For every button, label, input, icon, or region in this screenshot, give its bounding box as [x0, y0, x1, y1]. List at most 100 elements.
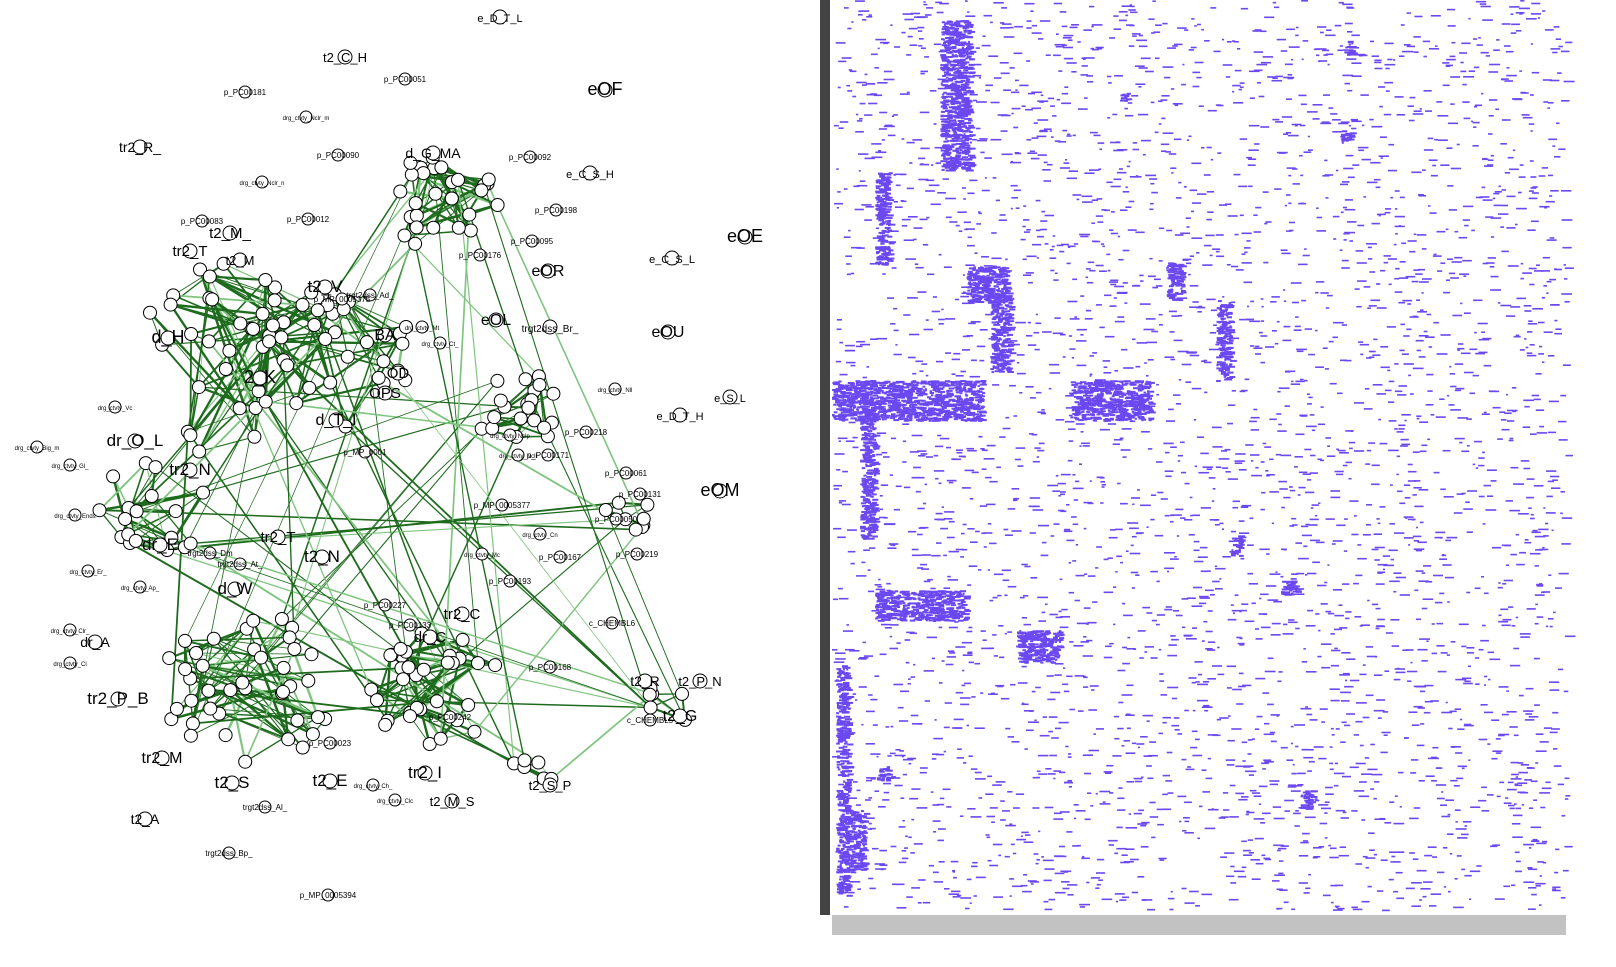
- heatmap-cell: [1243, 854, 1252, 856]
- heatmap-cell: [1260, 509, 1265, 511]
- heatmap-cell: [1064, 531, 1073, 533]
- heatmap-cell: [1414, 506, 1423, 508]
- heatmap-cell: [1076, 810, 1086, 812]
- heatmap-cell: [1325, 368, 1329, 370]
- heatmap-cell: [876, 338, 887, 340]
- heatmap-cell: [907, 188, 914, 190]
- heatmap-cell: [1299, 855, 1308, 857]
- heatmap-cell: [1538, 322, 1545, 324]
- heatmap-cell: [1449, 209, 1457, 211]
- heatmap-cell: [1104, 771, 1113, 773]
- heatmap-cell: [1077, 329, 1087, 331]
- heatmap-cell: [1271, 714, 1280, 716]
- heatmap-cell: [864, 655, 873, 657]
- heatmap-cell: [1130, 176, 1139, 178]
- heatmap-cell: [1252, 603, 1256, 605]
- node-label-small: drg_ctvty_Cn: [522, 533, 557, 539]
- heatmap-cell: [1007, 791, 1012, 793]
- heatmap-cell: [1535, 373, 1541, 375]
- heatmap-cell: [1139, 657, 1144, 659]
- network-node: [203, 270, 216, 283]
- heatmap-cell: [1219, 817, 1226, 819]
- heatmap-cell: [868, 797, 872, 799]
- network-node: [179, 663, 192, 676]
- heatmap-cell: [987, 816, 996, 818]
- network-node: [394, 185, 407, 198]
- heatmap-cell: [946, 447, 951, 449]
- heatmap-cell: [1055, 273, 1058, 275]
- heatmap-cell: [1148, 359, 1154, 361]
- heatmap-cell: [1089, 6, 1094, 8]
- heatmap-cell: [1274, 7, 1279, 9]
- heatmap-cell: [1411, 662, 1413, 664]
- heatmap-cell: [1213, 446, 1223, 448]
- heatmap-cell: [1348, 177, 1355, 179]
- heatmap-cell: [1015, 459, 1021, 461]
- heatmap-cell: [1519, 8, 1530, 10]
- heatmap-cell: [976, 877, 986, 879]
- heatmap-cell: [1235, 766, 1244, 768]
- heatmap-cell: [1295, 316, 1299, 318]
- heatmap-cell: [979, 138, 987, 140]
- heatmap-cell: [1184, 519, 1192, 521]
- heatmap-cell: [1396, 474, 1399, 476]
- heatmap-cell: [1393, 823, 1404, 825]
- heatmap-cell: [1010, 67, 1015, 69]
- heatmap-cell: [1464, 875, 1471, 877]
- heatmap-cell: [1180, 442, 1185, 444]
- heatmap-cell: [1544, 331, 1553, 333]
- heatmap-cell: [1404, 363, 1414, 365]
- heatmap-cell: [1114, 738, 1119, 740]
- heatmap-cell: [1024, 748, 1028, 750]
- heatmap-cell: [1182, 759, 1187, 761]
- heatmap-cell: [1351, 35, 1360, 37]
- heatmap-cell: [1459, 52, 1467, 54]
- heatmap-cell: [896, 185, 901, 187]
- heatmap-cell: [1426, 775, 1435, 777]
- heatmap-cell: [1264, 446, 1271, 448]
- heatmap-cell: [971, 816, 982, 818]
- heatmap-cell: [1060, 11, 1067, 13]
- heatmap-cell: [1114, 75, 1123, 77]
- heatmap-cell: [1009, 878, 1014, 880]
- network-node: [494, 394, 507, 407]
- heatmap-cell: [1303, 255, 1310, 257]
- heatmap-cell: [859, 118, 863, 120]
- heatmap-cell: [1030, 532, 1036, 534]
- heatmap-cell: [1539, 549, 1548, 551]
- heatmap-cell: [921, 71, 929, 73]
- heatmap-cell: [1504, 580, 1513, 582]
- heatmap-cell: [1284, 810, 1290, 812]
- heatmap-cell: [1118, 702, 1123, 704]
- heatmap-cell: [1384, 734, 1388, 736]
- heatmap-cell: [1104, 366, 1108, 368]
- heatmap-cell: [1399, 225, 1401, 227]
- heatmap-cell: [1407, 680, 1411, 682]
- heatmap-cell: [1019, 392, 1022, 394]
- heatmap-cell: [1263, 759, 1271, 761]
- heatmap-cell: [1447, 395, 1449, 397]
- heatmap-cell: [1389, 581, 1400, 583]
- network-node: [532, 756, 545, 769]
- heatmap-cell: [1264, 17, 1274, 19]
- heatmap-cell: [895, 344, 897, 346]
- heatmap-cell: [901, 200, 904, 202]
- heatmap-cell: [1305, 328, 1312, 330]
- heatmap-cell: [1459, 273, 1469, 275]
- heatmap-cell: [1138, 747, 1140, 749]
- heatmap-cell: [1433, 575, 1443, 577]
- heatmap-cell: [1195, 466, 1197, 468]
- heatmap-cell: [1115, 321, 1125, 323]
- heatmap-cell: [1394, 428, 1398, 430]
- network-node: [296, 298, 309, 311]
- heatmap-cell: [1373, 798, 1377, 800]
- heatmap-cell: [1047, 164, 1053, 166]
- heatmap-cell: [1372, 549, 1379, 551]
- heatmap-cell: [974, 663, 980, 665]
- heatmap-cell: [868, 569, 871, 571]
- heatmap-cell: [1026, 730, 1034, 732]
- heatmap-cell: [956, 549, 964, 551]
- heatmap-cell: [1056, 475, 1059, 477]
- heatmap-cell: [885, 178, 889, 180]
- node-label-large: d_G_MA: [405, 145, 461, 161]
